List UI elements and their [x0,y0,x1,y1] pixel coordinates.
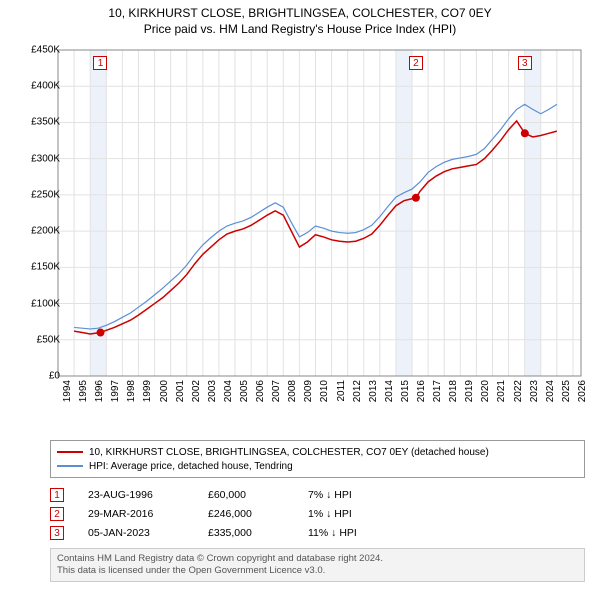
legend-label: HPI: Average price, detached house, Tend… [89,461,293,472]
x-axis-label: 2005 [239,380,250,408]
x-axis-label: 2014 [384,380,395,408]
x-axis-label: 2023 [529,380,540,408]
y-axis-label: £50K [4,334,60,345]
sale-hpi-delta: 7% ↓ HPI [308,489,438,501]
legend-item: HPI: Average price, detached house, Tend… [57,459,578,473]
sale-price: £60,000 [208,489,308,501]
sales-table: 1 23-AUG-1996£60,0007% ↓ HPI 2 29-MAR-2016£… [50,485,438,542]
y-axis-label: £150K [4,262,60,273]
x-axis-label: 2009 [303,380,314,408]
y-axis-label: £100K [4,298,60,309]
down-arrow-icon: ↓ [326,489,331,501]
sales-row: 2 29-MAR-2016£246,0001% ↓ HPI [50,504,438,523]
legend-swatch [57,465,83,467]
down-arrow-icon: ↓ [326,508,331,520]
legend-item: 10, KIRKHURST CLOSE, BRIGHTLINGSEA, COLC… [57,445,578,459]
sale-marker-box: 3 [50,526,64,540]
sale-hpi-delta: 1% ↓ HPI [308,508,438,520]
sale-marker-box: 2 [50,507,64,521]
sales-row: 3 05-JAN-2023£335,00011% ↓ HPI [50,523,438,542]
down-arrow-icon: ↓ [331,527,336,539]
x-axis-label: 2024 [545,380,556,408]
sale-date: 23-AUG-1996 [88,489,208,501]
sale-hpi-delta: 11% ↓ HPI [308,527,438,539]
x-axis-label: 2022 [513,380,524,408]
x-axis-label: 2013 [368,380,379,408]
x-axis-label: 2026 [577,380,588,408]
x-axis-label: 1994 [62,380,73,408]
sale-marker-box: 1 [50,488,64,502]
x-axis-label: 1998 [126,380,137,408]
footer-line-1: Contains HM Land Registry data © Crown c… [57,553,578,565]
x-axis-label: 1995 [78,380,89,408]
x-axis-label: 2000 [159,380,170,408]
x-axis-label: 2012 [352,380,363,408]
x-axis-label: 2007 [271,380,282,408]
legend: 10, KIRKHURST CLOSE, BRIGHTLINGSEA, COLC… [50,440,585,478]
y-axis-label: £350K [4,117,60,128]
y-axis-label: £250K [4,189,60,200]
x-axis-label: 2003 [207,380,218,408]
legend-label: 10, KIRKHURST CLOSE, BRIGHTLINGSEA, COLC… [89,447,489,458]
x-axis-label: 1997 [110,380,121,408]
x-axis-label: 2019 [464,380,475,408]
y-axis-label: £0 [4,371,60,382]
sale-date: 05-JAN-2023 [88,527,208,539]
legend-swatch [57,451,83,453]
sale-marker-1: 1 [93,56,107,70]
sale-price: £246,000 [208,508,308,520]
x-axis-label: 2010 [319,380,330,408]
y-axis-label: £200K [4,226,60,237]
sales-row: 1 23-AUG-1996£60,0007% ↓ HPI [50,485,438,504]
sale-marker-2: 2 [409,56,423,70]
footer-line-2: This data is licensed under the Open Gov… [57,565,578,577]
x-axis-label: 2016 [416,380,427,408]
x-axis-label: 2025 [561,380,572,408]
x-axis-label: 2001 [175,380,186,408]
x-axis-label: 2015 [400,380,411,408]
y-axis-label: £450K [4,45,60,56]
x-axis-label: 2004 [223,380,234,408]
title-line-2: Price paid vs. HM Land Registry's House … [0,22,600,36]
sale-date: 29-MAR-2016 [88,508,208,520]
x-axis-label: 2017 [432,380,443,408]
x-axis-label: 1996 [94,380,105,408]
chart-svg [50,46,585,406]
x-axis-label: 2002 [191,380,202,408]
x-axis-label: 2021 [496,380,507,408]
y-axis-label: £300K [4,153,60,164]
title-block: 10, KIRKHURST CLOSE, BRIGHTLINGSEA, COLC… [0,0,600,36]
x-axis-label: 1999 [142,380,153,408]
x-axis-label: 2020 [480,380,491,408]
x-axis-label: 2006 [255,380,266,408]
chart-container: 10, KIRKHURST CLOSE, BRIGHTLINGSEA, COLC… [0,0,600,590]
title-line-1: 10, KIRKHURST CLOSE, BRIGHTLINGSEA, COLC… [0,6,600,20]
sale-marker-3: 3 [518,56,532,70]
x-axis-label: 2018 [448,380,459,408]
footer-attribution: Contains HM Land Registry data © Crown c… [50,548,585,582]
x-axis-label: 2011 [336,380,347,408]
sale-price: £335,000 [208,527,308,539]
y-axis-label: £400K [4,81,60,92]
chart-area: 1 2 3 [50,46,585,406]
x-axis-label: 2008 [287,380,298,408]
